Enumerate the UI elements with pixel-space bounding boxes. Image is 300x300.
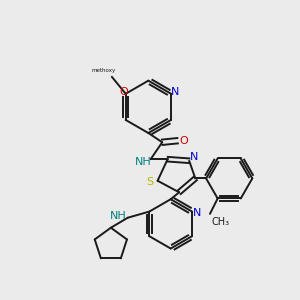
Text: N: N xyxy=(193,208,201,218)
Text: N: N xyxy=(171,87,179,97)
Text: methoxy: methoxy xyxy=(91,68,116,73)
Text: NH: NH xyxy=(135,157,151,166)
Text: NH: NH xyxy=(110,211,127,221)
Text: O: O xyxy=(120,87,128,97)
Text: N: N xyxy=(190,152,198,162)
Text: O: O xyxy=(179,136,188,146)
Text: CH₃: CH₃ xyxy=(212,217,230,226)
Text: S: S xyxy=(146,177,154,187)
